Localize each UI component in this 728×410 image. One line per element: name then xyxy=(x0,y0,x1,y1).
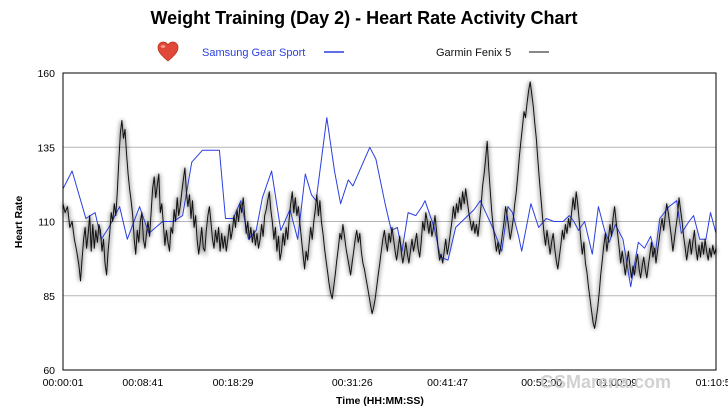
series-shadow-garmin xyxy=(61,81,718,329)
watermark: GSMarena.com xyxy=(540,372,671,392)
legend: Samsung Gear Sport Garmin Fenix 5 xyxy=(157,41,549,62)
y-tick-label: 60 xyxy=(43,365,55,377)
legend-label-samsung: Samsung Gear Sport xyxy=(202,47,305,59)
series-line-samsung xyxy=(62,117,717,288)
y-tick-label: 110 xyxy=(38,217,55,229)
x-axis-ticks: 00:00:01 00:08:41 00:18:29 00:31:26 00:41:47… xyxy=(43,377,728,389)
x-tick-label: 00:08:41 xyxy=(122,377,163,389)
y-tick-label: 135 xyxy=(37,142,55,154)
x-axis-title: Time (HH:MM:SS) xyxy=(336,395,424,407)
x-tick-label: 00:41:47 xyxy=(427,377,468,389)
x-tick-label: 00:52:00 xyxy=(521,377,562,389)
heart-icon xyxy=(157,41,179,62)
series-layer xyxy=(61,81,718,329)
legend-label-garmin: Garmin Fenix 5 xyxy=(436,47,511,59)
y-tick-label: 160 xyxy=(37,68,55,80)
x-tick-label: 01:00:09 xyxy=(596,377,637,389)
chart-title: Weight Training (Day 2) - Heart Rate Act… xyxy=(150,8,577,28)
x-tick-label: 00:31:26 xyxy=(332,377,373,389)
plot-frame xyxy=(62,72,717,371)
y-tick-label: 85 xyxy=(43,291,55,303)
x-tick-label: 00:00:01 xyxy=(43,377,84,389)
y-axis-title: Heart Rate xyxy=(13,196,25,249)
x-tick-label: 01:10:56 xyxy=(696,377,728,389)
x-tick-label: 00:18:29 xyxy=(213,377,254,389)
y-axis-ticks: 60 85 110 135 160 xyxy=(37,68,55,377)
series-line-garmin xyxy=(62,81,717,329)
